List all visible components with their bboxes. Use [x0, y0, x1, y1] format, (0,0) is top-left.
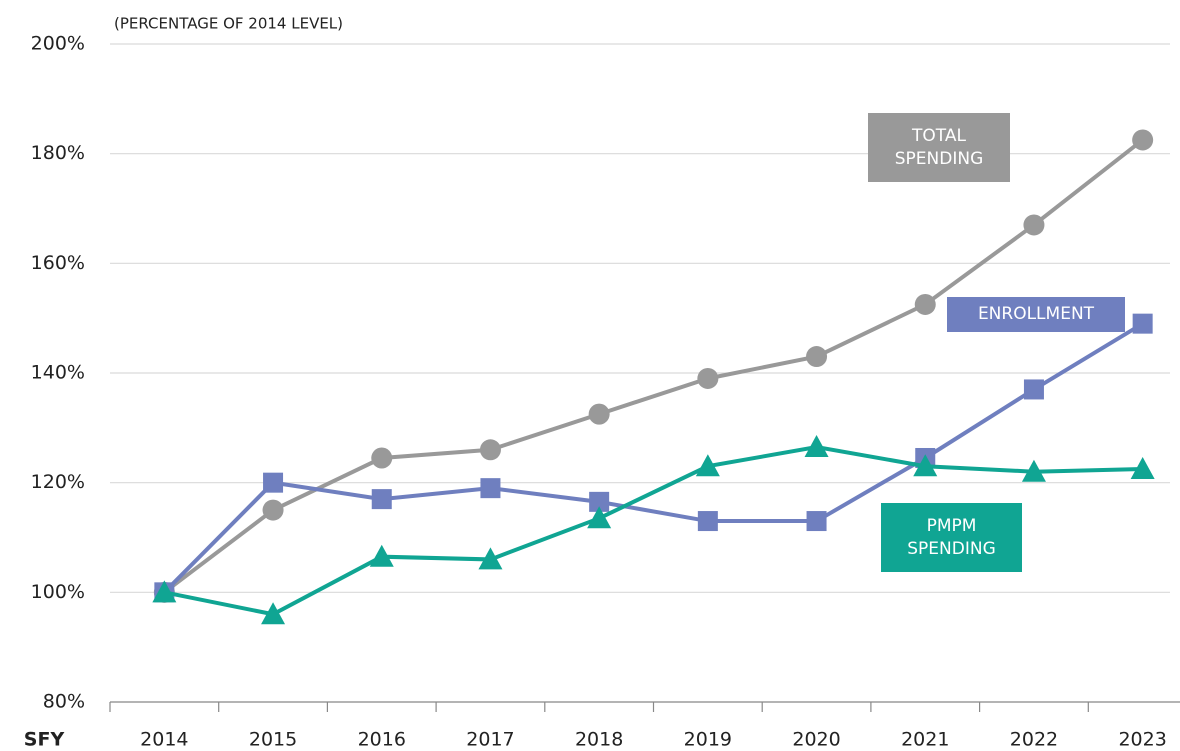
point: [806, 346, 828, 368]
point: [588, 403, 610, 425]
point: [697, 367, 719, 389]
y-tick-label: 80%: [43, 691, 85, 713]
series-line: [163, 444, 1143, 617]
x-tick-label: 2021: [901, 729, 949, 751]
point: [263, 472, 284, 493]
point: [371, 447, 393, 469]
point: [913, 454, 938, 477]
point: [152, 580, 177, 603]
x-tick-label: 2018: [575, 729, 623, 751]
point: [478, 547, 503, 570]
y-tick-label: 180%: [31, 142, 85, 164]
series-label: ENROLLMENT: [947, 297, 1125, 332]
series-line: [162, 321, 1144, 594]
x-tick-label: 2019: [684, 729, 732, 751]
point: [1023, 214, 1045, 236]
series-label: TOTAL SPENDING: [868, 113, 1010, 182]
y-tick-label: 140%: [31, 362, 85, 384]
y-tick-label: 200%: [31, 33, 85, 55]
series-line: [163, 138, 1144, 594]
point: [479, 439, 501, 461]
point: [1132, 313, 1153, 334]
point: [1023, 379, 1044, 400]
point: [589, 491, 610, 512]
point: [804, 435, 829, 458]
x-tick-label: 2016: [358, 729, 406, 751]
point: [371, 489, 392, 510]
x-axis-label: SFY: [24, 729, 65, 751]
point: [1130, 456, 1155, 479]
point: [695, 454, 720, 477]
y-tick-label: 100%: [31, 581, 85, 603]
y-tick-label: 120%: [31, 471, 85, 493]
point: [261, 602, 286, 625]
point: [1021, 459, 1046, 482]
y-tick-label: 160%: [31, 252, 85, 274]
x-tick-label: 2017: [466, 729, 514, 751]
point: [480, 478, 501, 499]
point: [369, 544, 394, 567]
point: [262, 499, 284, 521]
point: [914, 293, 936, 315]
x-tick-label: 2015: [249, 729, 297, 751]
x-tick-label: 2023: [1118, 729, 1166, 751]
point: [587, 506, 612, 529]
point: [1132, 129, 1154, 151]
x-tick-label: 2022: [1010, 729, 1058, 751]
x-tick-label: 2020: [792, 729, 840, 751]
x-tick-label: 2014: [140, 729, 188, 751]
point: [697, 511, 718, 532]
chart-subtitle: (PERCENTAGE OF 2014 LEVEL): [114, 15, 343, 33]
point: [806, 511, 827, 532]
series-label: PMPM SPENDING: [881, 503, 1022, 572]
